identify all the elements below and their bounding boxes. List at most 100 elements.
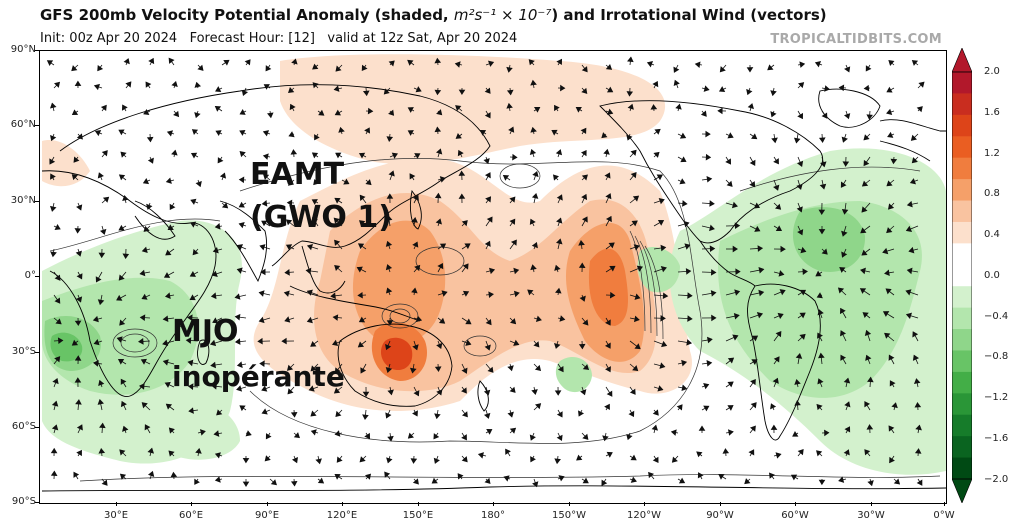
wind-vector-head: [862, 312, 869, 319]
wind-vector-head: [798, 82, 805, 89]
wind-vector-head: [76, 133, 83, 140]
wind-vector-head: [385, 215, 393, 221]
wind-vector-head: [439, 176, 446, 183]
wind-vector-head: [386, 193, 394, 199]
wind-vector-head: [727, 381, 734, 388]
wind-vector-head: [753, 202, 761, 209]
wind-vector-head: [258, 316, 265, 324]
wind-vector-head: [118, 129, 125, 136]
wind-vector-head: [775, 452, 782, 459]
wind-vector-head: [864, 329, 872, 337]
contour-line: [49, 218, 221, 252]
wind-vector-head: [884, 269, 890, 277]
wind-vector-head: [434, 413, 441, 420]
annotation-mjo: MJO: [172, 314, 239, 349]
wind-vector-head: [556, 194, 563, 201]
wind-vector-head: [627, 56, 634, 63]
wind-vector-head: [824, 85, 831, 92]
wind-vector-head: [660, 244, 667, 252]
wind-vector-head: [190, 152, 198, 159]
wind-vector-head: [312, 63, 319, 70]
contour-line: [739, 166, 921, 192]
wind-vector-head: [210, 292, 217, 300]
wind-vector-head: [694, 61, 701, 68]
wind-vector-head: [50, 447, 58, 454]
wind-vector-head: [838, 476, 845, 483]
wind-vector-head: [359, 194, 366, 201]
wind-vector-head: [697, 472, 704, 479]
wind-vector-head: [210, 361, 216, 369]
wind-vector-head: [912, 354, 920, 361]
positive-region-north: [280, 54, 666, 165]
wind-vector-head: [187, 359, 194, 367]
wind-vector-head: [821, 112, 828, 119]
wind-vector-head: [335, 65, 342, 72]
wind-vector-head: [717, 107, 723, 115]
wind-vector-head: [199, 429, 206, 436]
wind-vector-head: [906, 267, 913, 275]
colorbar-swatch: [952, 436, 972, 459]
wind-vector-head: [558, 475, 565, 482]
wind-vector-head: [411, 217, 418, 223]
contour-line: [79, 474, 941, 482]
wind-vector-head: [841, 230, 848, 237]
wind-vector-head: [508, 126, 515, 133]
wind-vector-head: [529, 434, 536, 441]
wind-vector-head: [241, 89, 249, 97]
wind-vector-head: [770, 403, 777, 410]
wind-vector-head: [46, 60, 54, 67]
positive-region-core-1: [588, 248, 628, 326]
wind-vector-head: [407, 107, 414, 113]
wind-vector-head: [333, 85, 340, 92]
wind-vector-head: [441, 290, 448, 297]
wind-vector-head: [630, 172, 637, 179]
wind-vector-head: [314, 134, 320, 141]
wind-vector-head: [50, 470, 58, 477]
wind-vector-head: [633, 244, 640, 251]
wind-vector-head: [317, 477, 325, 484]
wind-vector-head: [794, 379, 801, 385]
contour-lines: [49, 157, 941, 482]
wind-vector-head: [865, 65, 872, 72]
wind-vector-head: [388, 109, 395, 116]
wind-vector-head: [311, 152, 319, 159]
wind-vector-head: [286, 199, 293, 207]
wind-vector-head: [485, 318, 492, 326]
wind-vector-head: [554, 104, 560, 112]
wind-vector-head: [435, 218, 442, 225]
wind-vector-head: [652, 409, 659, 416]
colorbar-swatch: [952, 393, 972, 416]
wind-vector-head: [735, 268, 741, 276]
wind-vector-head: [281, 337, 287, 345]
wind-vector-head: [119, 449, 126, 456]
wind-vector-head: [221, 202, 229, 209]
wind-vector-head: [74, 377, 82, 383]
wind-vector-head: [703, 85, 710, 92]
wind-vector-head: [534, 364, 542, 372]
wind-vector-head: [121, 104, 128, 111]
wind-vector-head: [257, 337, 263, 345]
wind-vector-head: [654, 128, 661, 135]
wind-vector-head: [195, 180, 202, 188]
coast-africa: [41, 170, 217, 397]
wind-vector-head: [734, 222, 741, 230]
wind-vector-head: [216, 409, 223, 416]
wind-vector-head: [916, 479, 923, 486]
wind-vector-head: [433, 457, 440, 464]
wind-vector-head: [502, 174, 510, 181]
wind-vector-head: [884, 332, 891, 339]
wind-vector-head: [71, 65, 78, 72]
wind-vector-head: [415, 86, 422, 93]
wind-vector-head: [578, 239, 585, 246]
wind-vector-head: [51, 400, 59, 407]
wind-vector-head: [74, 228, 82, 234]
wind-vector-head: [710, 290, 717, 297]
wind-vector-head: [818, 229, 826, 235]
wind-vector-head: [887, 131, 894, 138]
lon-tick: [720, 502, 721, 506]
wind-vector-head: [840, 330, 847, 337]
wind-vector-head: [915, 424, 922, 431]
wind-vector-head: [461, 411, 468, 418]
wind-vector-head: [916, 106, 923, 113]
wind-vector-head: [209, 339, 217, 347]
